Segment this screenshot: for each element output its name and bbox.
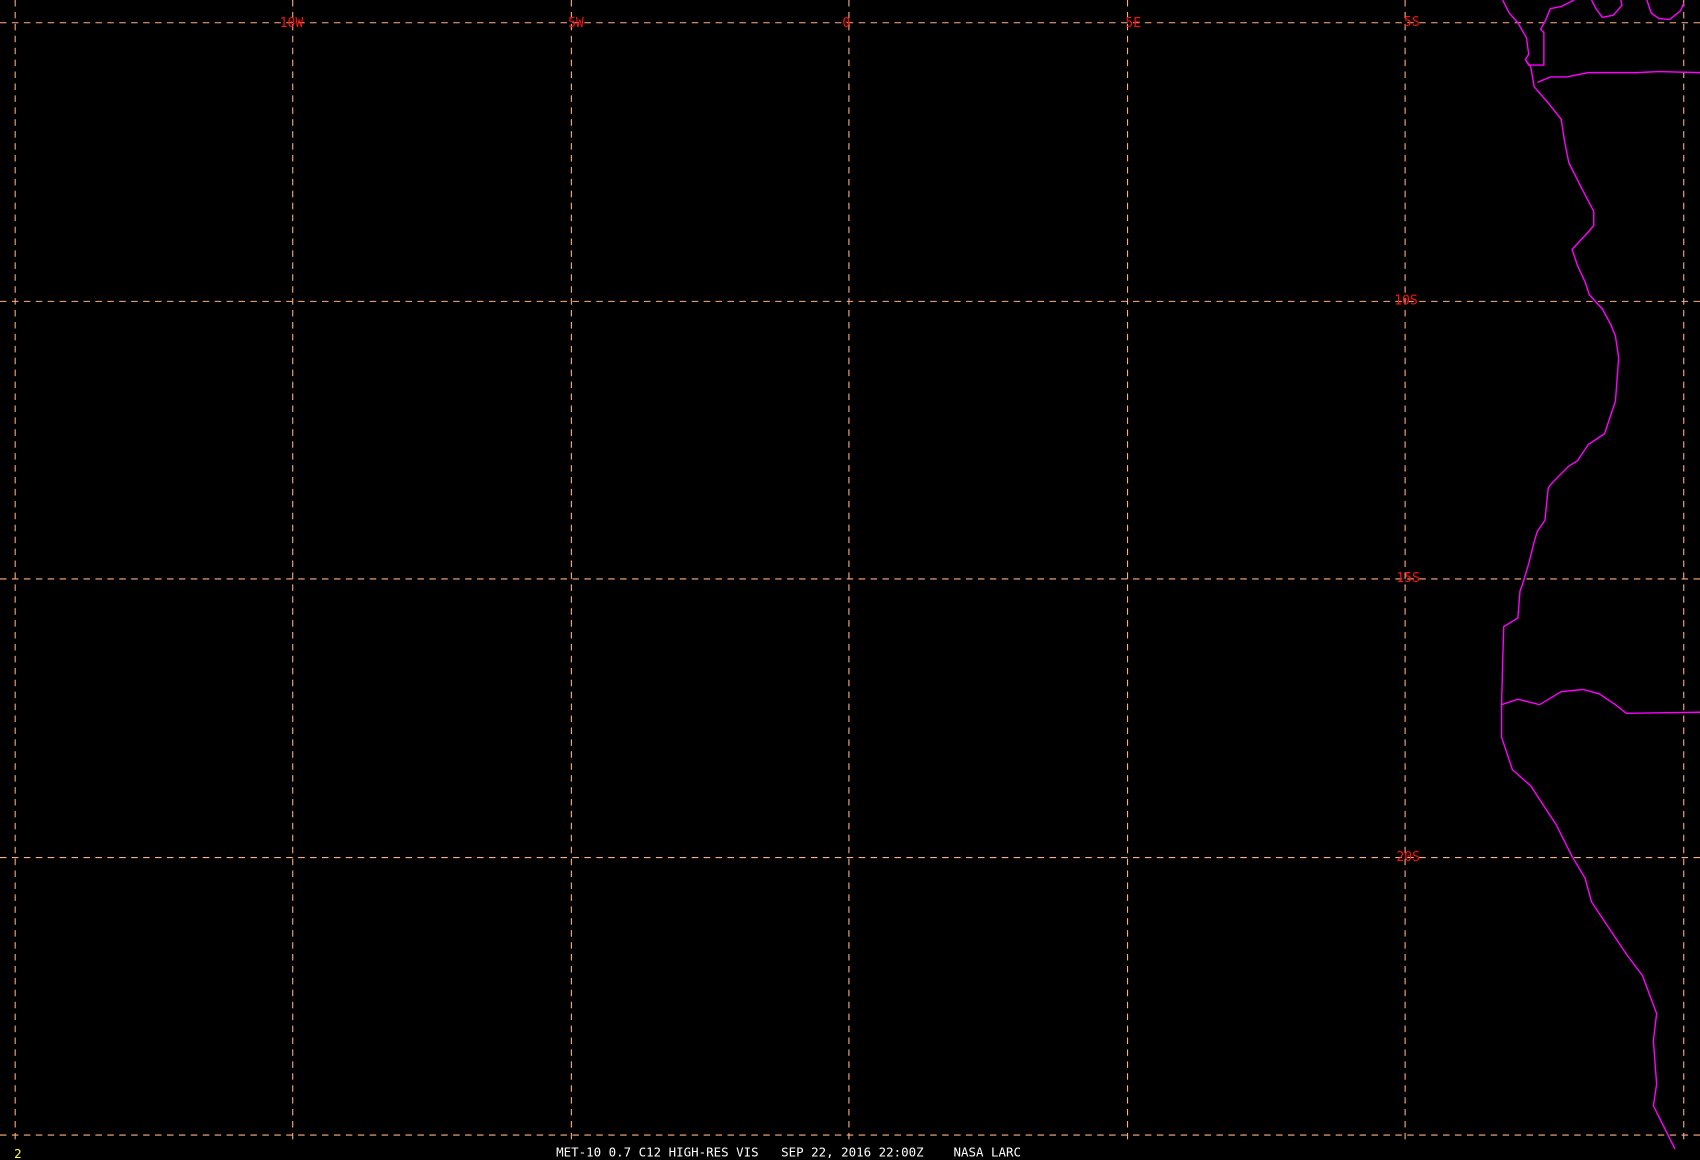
border-line	[1590, 0, 1623, 19]
frame-number: 2	[14, 1146, 22, 1160]
image-caption: MET-10 0.7 C12 HIGH-RES VIS SEP 22, 2016…	[556, 1145, 1021, 1160]
border-line	[1537, 70, 1700, 84]
latitude-label: 20S	[1396, 850, 1419, 865]
coastline	[1500, 0, 1676, 1150]
coastlines	[1500, 0, 1700, 1150]
longitude-labels: 10W 5W 0 5E	[280, 16, 1141, 31]
border-line	[1501, 688, 1700, 715]
latitude-labels: 5S 10S 15S 20S	[1394, 15, 1420, 865]
longitude-label: 0	[842, 16, 850, 31]
border-line	[1646, 0, 1685, 21]
longitude-label: 5W	[568, 16, 584, 31]
longitude-label: 5E	[1125, 16, 1141, 31]
latitude-label: 5S	[1404, 15, 1420, 30]
border-line	[1524, 0, 1575, 66]
longitude-label: 10W	[280, 16, 304, 31]
latitude-label: 15S	[1396, 571, 1419, 586]
latitude-label: 10S	[1394, 294, 1417, 309]
